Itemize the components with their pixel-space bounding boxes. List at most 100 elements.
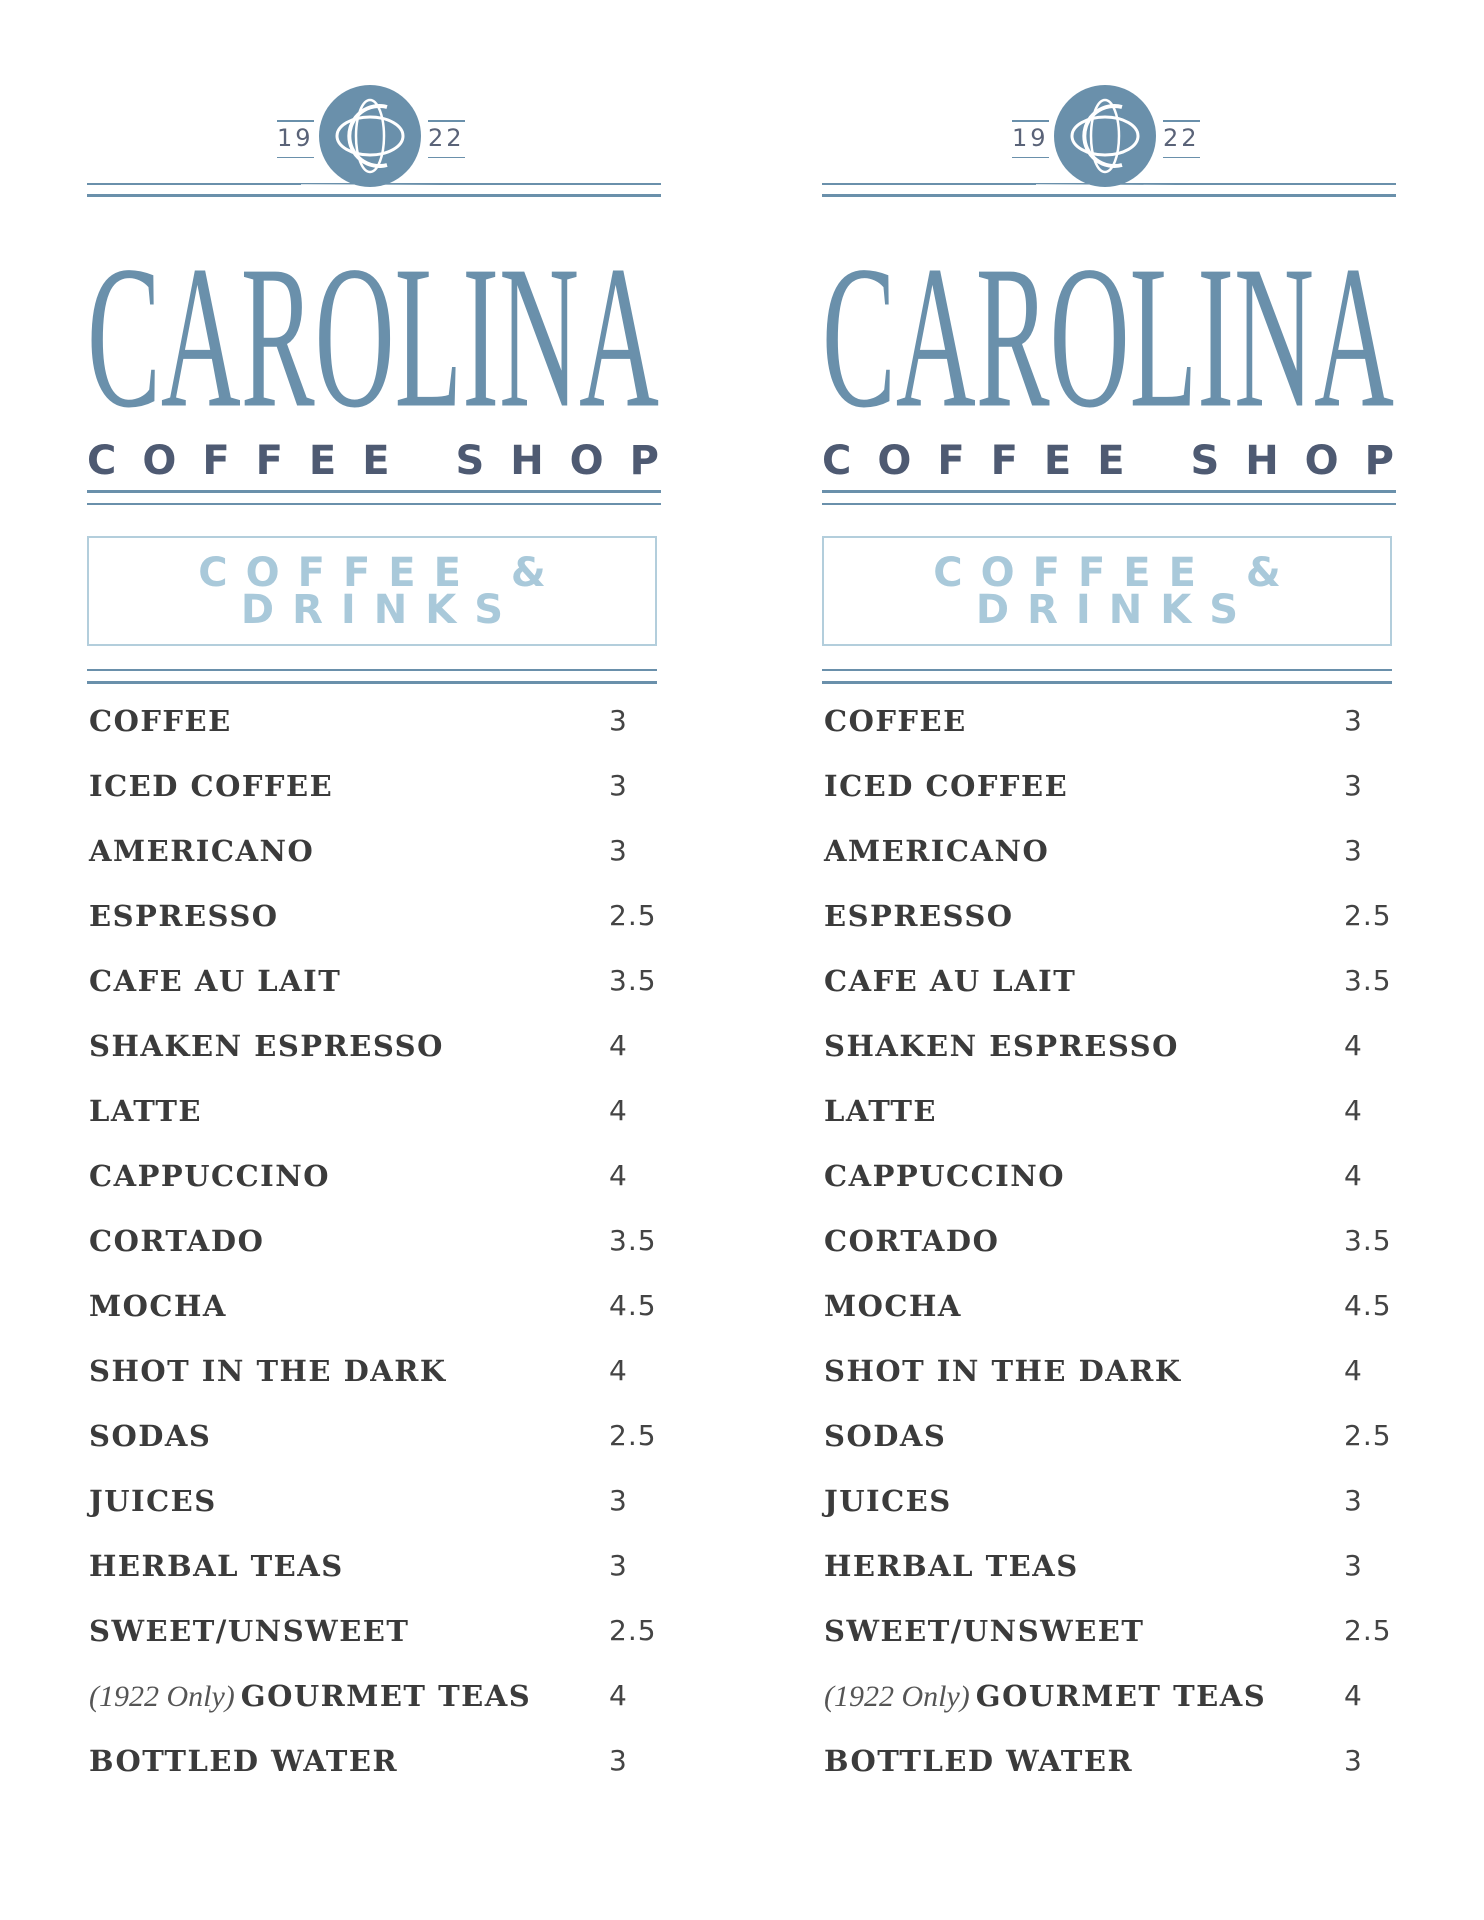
menu-item-label: SHOT IN THE DARK <box>824 1354 1182 1388</box>
menu-panel-right: 19 22 CAROLINA COFFEE SHOP COFFEE & DRIN… <box>822 0 1396 1920</box>
menu-item: AMERICANO 3 <box>89 834 661 874</box>
menu-item-price: 2.5 <box>1344 1614 1392 1647</box>
menu-item: CAPPUCCINO 4 <box>89 1159 661 1199</box>
divider <box>822 183 1396 185</box>
menu-item-price: 4 <box>1344 1354 1363 1387</box>
menu-item-price: 3.5 <box>609 1224 657 1257</box>
menu-item-label: SHAKEN ESPRESSO <box>824 1029 1179 1063</box>
menu-item-label: CORTADO <box>824 1224 1000 1258</box>
menu-item-price: 3 <box>1344 1484 1363 1517</box>
divider <box>87 503 661 505</box>
section-title-line1: COFFEE & <box>198 550 564 596</box>
menu-item: SHAKEN ESPRESSO 4 <box>89 1029 661 1069</box>
menu-item-name: ICED COFFEE <box>824 769 1068 803</box>
menu-item-name: COFFEE <box>89 704 232 738</box>
menu-item: JUICES 3 <box>89 1484 661 1524</box>
menu-item-name: ICED COFFEE <box>89 769 333 803</box>
menu-item-label: SWEET/UNSWEET <box>824 1614 1145 1648</box>
divider <box>87 669 657 671</box>
menu-item: JUICES 3 <box>824 1484 1396 1524</box>
menu-item-name: CAFE AU LAIT <box>824 964 1076 998</box>
menu-item-label: CAFE AU LAIT <box>89 964 342 998</box>
menu-item-price: 3 <box>609 769 628 802</box>
menu-item-label: GOURMET TEAS <box>975 1679 1267 1713</box>
menu-item-price: 4 <box>1344 1679 1363 1712</box>
menu-item-label: SWEET/UNSWEET <box>89 1614 410 1648</box>
divider <box>822 681 1392 684</box>
menu-item-price: 3.5 <box>1344 1224 1392 1257</box>
menu-item-name: CAFE AU LAIT <box>89 964 341 998</box>
menu-item-name: LATTE <box>89 1094 202 1128</box>
menu-item: (1922 Only) GOURMET TEAS 4 <box>824 1679 1396 1719</box>
menu-item-label: BOTTLED WATER <box>89 1744 399 1778</box>
menu-item-price: 2.5 <box>609 1614 657 1647</box>
menu-item-label: CORTADO <box>89 1224 265 1258</box>
year-right: 22 <box>428 120 465 158</box>
menu-item-name: CAPPUCCINO <box>89 1159 330 1193</box>
menu-item: CORTADO 3.5 <box>824 1224 1396 1264</box>
menu-item-label: CAPPUCCINO <box>824 1159 1065 1193</box>
menu-item-price: 4 <box>609 1159 628 1192</box>
menu-item-name: CORTADO <box>89 1224 264 1258</box>
menu-item: CORTADO 3.5 <box>89 1224 661 1264</box>
section-title-line2: DRINKS <box>240 587 522 633</box>
menu-item-label: SHOT IN THE DARK <box>89 1354 447 1388</box>
menu-item-label: COFFEE <box>89 704 232 738</box>
svg-text:CAROLINA: CAROLINA <box>822 224 1394 412</box>
brand-subtitle: COFFEE SHOP <box>822 440 1394 480</box>
menu-item-price: 3 <box>609 1549 628 1582</box>
menu-item-label: MOCHA <box>89 1289 227 1323</box>
menu-item-name: JUICES <box>824 1484 952 1518</box>
menu-item-name: HERBAL TEAS <box>824 1549 1079 1583</box>
menu-item-label: ICED COFFEE <box>824 769 1069 803</box>
menu-item-name: SODAS <box>824 1419 946 1453</box>
menu-item: SODAS 2.5 <box>824 1419 1396 1459</box>
menu-item-price: 4.5 <box>609 1289 657 1322</box>
menu-item-label: GOURMET TEAS <box>240 1679 532 1713</box>
menu-item-label: LATTE <box>824 1094 938 1128</box>
menu-item: MOCHA 4.5 <box>824 1289 1396 1329</box>
menu-item: SWEET/UNSWEET 2.5 <box>824 1614 1396 1654</box>
menu-item-price: 4 <box>609 1354 628 1387</box>
menu-item-name: SHOT IN THE DARK <box>824 1354 1182 1388</box>
menu-item: ICED COFFEE 3 <box>824 769 1396 809</box>
menu-item: AMERICANO 3 <box>824 834 1396 874</box>
menu-item: ICED COFFEE 3 <box>89 769 661 809</box>
menu-item: MOCHA 4.5 <box>89 1289 661 1329</box>
menu-item-price: 4 <box>1344 1094 1363 1127</box>
menu-item-label: JUICES <box>824 1484 952 1518</box>
menu-item-price: 3 <box>1344 704 1363 737</box>
divider <box>87 194 661 197</box>
menu-item-price: 3.5 <box>1344 964 1392 997</box>
menu-item-price: 2.5 <box>1344 1419 1392 1452</box>
menu-item: HERBAL TEAS 3 <box>824 1549 1396 1589</box>
menu-item-name: MOCHA <box>89 1289 227 1323</box>
menu-item: BOTTLED WATER 3 <box>824 1744 1396 1784</box>
menu-item-price: 4 <box>609 1029 628 1062</box>
menu-item-price: 4.5 <box>1344 1289 1392 1322</box>
menu-item: LATTE 4 <box>824 1094 1396 1134</box>
menu-item-label: AMERICANO <box>89 834 315 868</box>
menu-item-name: (1922 Only) GOURMET TEAS <box>89 1679 531 1714</box>
year-left: 19 <box>277 120 314 158</box>
menu-item-label: MOCHA <box>824 1289 962 1323</box>
section-header-box: COFFEE & DRINKS <box>87 536 657 646</box>
menu-item-price: 3 <box>609 834 628 867</box>
brand-subtitle: COFFEE SHOP <box>87 440 659 480</box>
menu-item-name: SWEET/UNSWEET <box>89 1614 410 1648</box>
logo-monogram <box>319 85 421 187</box>
menu-item: HERBAL TEAS 3 <box>89 1549 661 1589</box>
menu-item: COFFEE 3 <box>89 704 661 744</box>
menu-item-name: SHAKEN ESPRESSO <box>824 1029 1179 1063</box>
brand-name: CAROLINA <box>822 224 1394 412</box>
menu-item-note: (1922 Only) <box>824 1680 970 1713</box>
menu-item-name: SODAS <box>89 1419 211 1453</box>
menu-item-name: SWEET/UNSWEET <box>824 1614 1145 1648</box>
divider <box>822 490 1396 493</box>
section-title-line1: COFFEE & <box>933 550 1299 596</box>
section-title-line2: DRINKS <box>975 587 1257 633</box>
menu-item-label: AMERICANO <box>824 834 1050 868</box>
menu-item-price: 3 <box>609 704 628 737</box>
menu-item-name: ESPRESSO <box>89 899 279 933</box>
divider <box>87 681 657 684</box>
